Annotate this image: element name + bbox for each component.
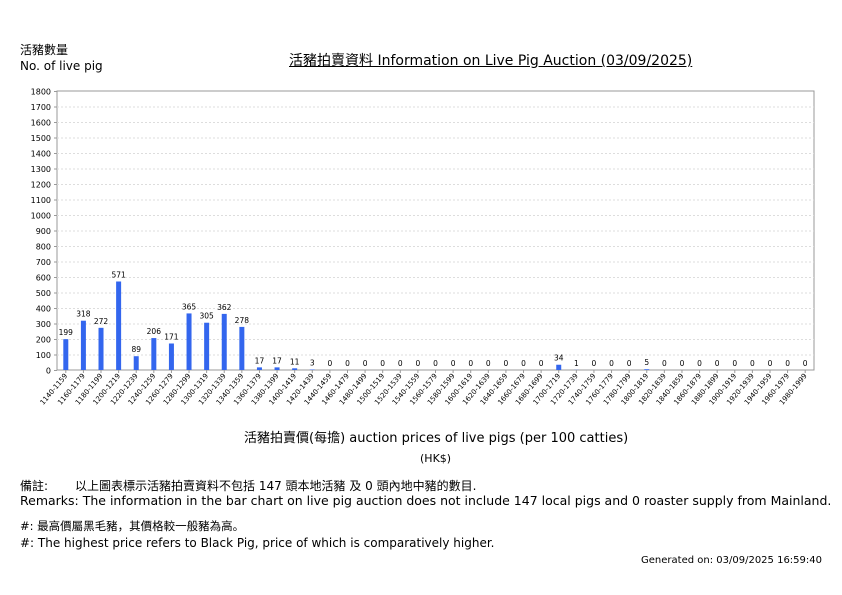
x-axis-title: 活豬拍賣價(每擔) auction prices of live pigs (p… (244, 431, 629, 446)
bar (80, 320, 86, 370)
bar-chart: 0100200300400500600700800900100011001200… (31, 88, 815, 407)
bar-value-label: 0 (539, 359, 544, 368)
bar-value-label: 0 (451, 359, 456, 368)
bar-value-label: 17 (255, 356, 265, 365)
y-tick-label: 1300 (31, 165, 51, 174)
bar-value-label: 0 (398, 359, 403, 368)
currency-unit: (HK$) (420, 452, 452, 465)
bar (98, 327, 104, 370)
bar-value-label: 362 (217, 303, 232, 312)
y-axis-label-chinese: 活豬數量 (20, 43, 69, 57)
y-tick-label: 1600 (31, 119, 51, 128)
bar-value-label: 34 (554, 354, 564, 363)
bar-value-label: 17 (272, 356, 282, 365)
y-tick-label: 0 (46, 367, 51, 376)
bar (644, 369, 650, 370)
generated-timestamp: Generated on: 03/09/2025 16:59:40 (641, 555, 822, 566)
y-tick-label: 600 (36, 274, 51, 283)
bar-value-label: 11 (290, 357, 300, 366)
bar-value-label: 0 (504, 359, 509, 368)
footnote-chinese: #: 最高價屬黑毛豬，其價格較一般豬為高。 (20, 519, 245, 533)
chart-title: 活豬拍賣資料 Information on Live Pig Auction (… (289, 53, 693, 69)
y-tick-label: 1200 (31, 181, 51, 190)
remarks-chinese: 以上圖表標示活豬拍賣資料不包括 147 頭本地活豬 及 0 頭內地中豬的數目. (75, 479, 477, 493)
remarks-label: 備註: (20, 479, 49, 493)
bar-value-label: 0 (627, 359, 632, 368)
bar (186, 313, 192, 370)
bar-value-label: 278 (235, 316, 250, 325)
bar (63, 339, 69, 370)
bar (221, 313, 227, 370)
bar-value-label: 89 (131, 345, 141, 354)
y-axis-label-english: No. of live pig (20, 59, 103, 73)
y-tick-label: 100 (36, 351, 51, 360)
y-tick-label: 1000 (31, 212, 51, 221)
bar-value-label: 0 (345, 359, 350, 368)
y-tick-label: 200 (36, 336, 51, 345)
bar-value-label: 0 (785, 359, 790, 368)
y-tick-label: 900 (36, 227, 51, 236)
bar-value-label: 365 (182, 302, 197, 311)
bar-value-label: 0 (697, 359, 702, 368)
bar-value-label: 0 (680, 359, 685, 368)
bar-value-label: 199 (59, 328, 74, 337)
remarks-english: Remarks: The information in the bar char… (20, 493, 832, 508)
y-tick-label: 1800 (31, 88, 51, 97)
y-tick-label: 700 (36, 258, 51, 267)
bar (133, 356, 139, 370)
bar-value-label: 571 (111, 270, 126, 279)
bar-value-label: 206 (147, 327, 162, 336)
bar (168, 343, 174, 370)
bar-value-label: 0 (416, 359, 421, 368)
bar (274, 367, 280, 370)
y-tick-label: 1700 (31, 103, 51, 112)
bar-value-label: 0 (803, 359, 808, 368)
bar-value-label: 0 (486, 359, 491, 368)
y-tick-label: 800 (36, 243, 51, 252)
bar (151, 338, 157, 370)
bar-value-label: 0 (609, 359, 614, 368)
bar-value-label: 272 (94, 317, 109, 326)
bar (239, 326, 245, 370)
bar (292, 368, 298, 370)
footnote-english: #: The highest price refers to Black Pig… (20, 536, 495, 550)
bar-value-label: 0 (768, 359, 773, 368)
bar-value-label: 305 (199, 312, 214, 321)
y-tick-label: 1500 (31, 134, 51, 143)
bar-value-label: 0 (662, 359, 667, 368)
bar-value-label: 0 (592, 359, 597, 368)
bar (556, 364, 562, 370)
bar (204, 322, 210, 370)
bar (116, 281, 122, 370)
bar-value-label: 0 (327, 359, 332, 368)
bar-value-label: 0 (433, 359, 438, 368)
y-tick-label: 300 (36, 320, 51, 329)
y-tick-label: 500 (36, 289, 51, 298)
bar (256, 367, 262, 370)
bar-value-label: 0 (715, 359, 720, 368)
bar-value-label: 0 (521, 359, 526, 368)
bar-value-label: 1 (574, 359, 579, 368)
bar-value-label: 0 (468, 359, 473, 368)
bar-value-label: 0 (732, 359, 737, 368)
bar-value-label: 3 (310, 359, 315, 368)
bar-value-label: 0 (380, 359, 385, 368)
y-tick-label: 1100 (31, 196, 51, 205)
bar-value-label: 5 (644, 358, 649, 367)
bar-value-label: 0 (363, 359, 368, 368)
y-tick-label: 400 (36, 305, 51, 314)
bar-value-label: 318 (76, 310, 91, 319)
bar-value-label: 0 (750, 359, 755, 368)
bar-value-label: 171 (164, 332, 179, 341)
y-tick-label: 1400 (31, 150, 51, 159)
